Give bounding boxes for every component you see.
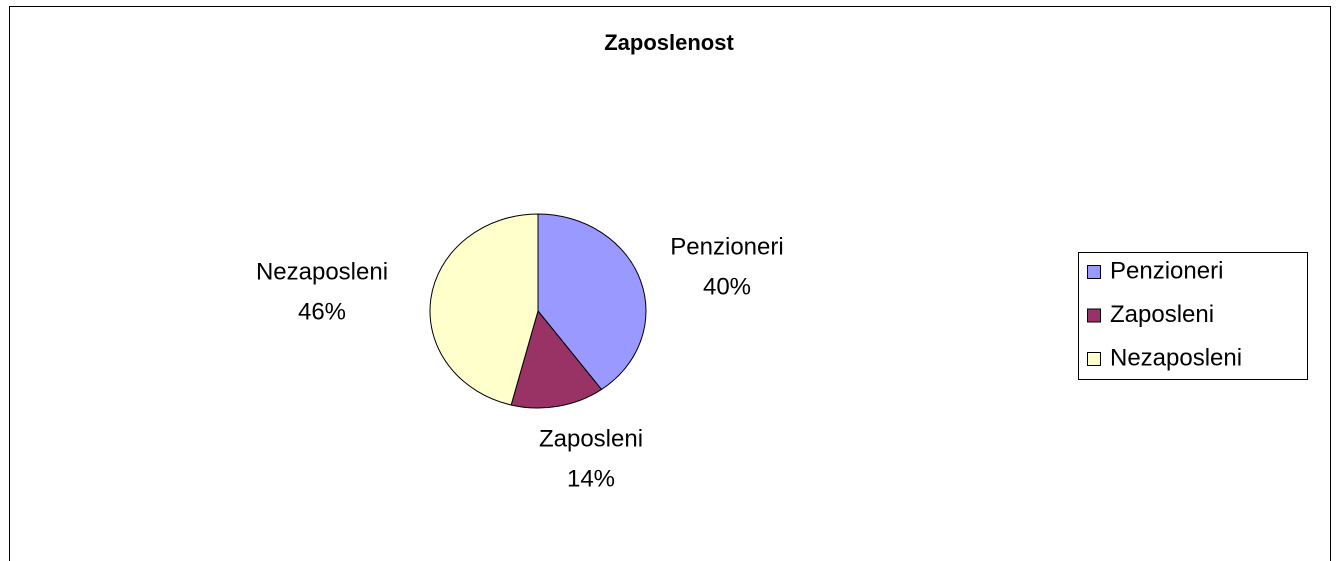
chart-border — [9, 6, 1331, 561]
legend-swatch — [1087, 308, 1101, 323]
data-label-value: 40% — [703, 273, 751, 300]
data-label-name: Penzioneri — [670, 233, 783, 260]
data-label-value: 14% — [567, 465, 615, 492]
legend-label: Nezaposleni — [1110, 344, 1242, 371]
legend-label: Penzioneri — [1110, 257, 1223, 284]
data-label-value: 46% — [298, 298, 346, 325]
legend-label: Zaposleni — [1110, 301, 1214, 328]
pie-slice — [429, 213, 539, 406]
data-label-name: Nezaposleni — [256, 258, 388, 285]
chart-title: Zaposlenost — [604, 30, 734, 55]
legend-swatch — [1087, 352, 1101, 366]
legend-swatch — [1087, 265, 1101, 279]
legend — [1078, 252, 1308, 380]
data-label-name: Zaposleni — [539, 425, 643, 452]
pie-slice — [510, 309, 603, 409]
pie-slice — [537, 213, 647, 391]
